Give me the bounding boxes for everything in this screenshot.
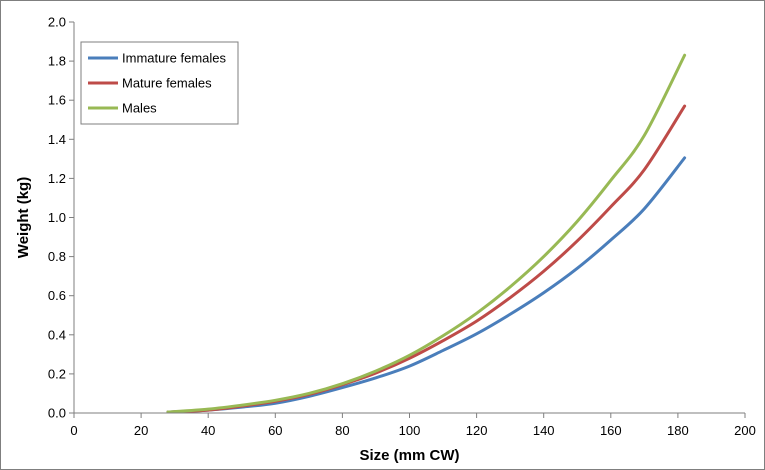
series-layer (166, 53, 687, 414)
series-line-3 (166, 53, 687, 414)
legend-label: Mature females (122, 76, 212, 91)
x-axis-ticks: 0 20 40 60 80 100 120 140 160 180 200 (70, 413, 756, 438)
legend: Immature females Mature females Males (80, 41, 239, 125)
y-tick-label: 1.2 (48, 171, 66, 186)
y-tick-label: 1.8 (48, 54, 66, 69)
y-tick-label: 0.6 (48, 288, 66, 303)
x-tick-label: 100 (399, 423, 421, 438)
y-tick-label: 0.2 (48, 366, 66, 381)
x-tick-label: 80 (335, 423, 349, 438)
y-tick-label: 0.4 (48, 327, 66, 342)
x-tick-label: 120 (466, 423, 488, 438)
y-tick-label: 0.0 (48, 406, 66, 421)
x-tick-label: 20 (134, 423, 148, 438)
x-tick-label: 180 (667, 423, 689, 438)
y-axis-ticks: 0.0 0.2 0.4 0.6 0.8 1.0 1.2 1.4 1.6 1.8 2.0 (48, 15, 74, 421)
x-axis-title: Size (mm CW) (359, 447, 459, 464)
legend-label: Immature females (122, 51, 227, 66)
y-tick-label: 1.6 (48, 93, 66, 108)
x-tick-label: 140 (533, 423, 555, 438)
y-tick-label: 1.4 (48, 132, 66, 147)
series-line-1 (166, 156, 687, 414)
x-tick-label: 200 (734, 423, 756, 438)
x-tick-label: 0 (70, 423, 77, 438)
y-tick-label: 0.8 (48, 249, 66, 264)
y-tick-label: 2.0 (48, 15, 66, 30)
x-tick-label: 160 (600, 423, 622, 438)
series-line-2 (166, 104, 687, 414)
x-tick-label: 60 (268, 423, 282, 438)
y-tick-label: 1.0 (48, 210, 66, 225)
legend-label: Males (122, 101, 157, 116)
x-tick-label: 40 (201, 423, 215, 438)
y-axis-title: Weight (kg) (15, 177, 32, 258)
legend-items: Immature females Mature females Males (88, 51, 227, 116)
